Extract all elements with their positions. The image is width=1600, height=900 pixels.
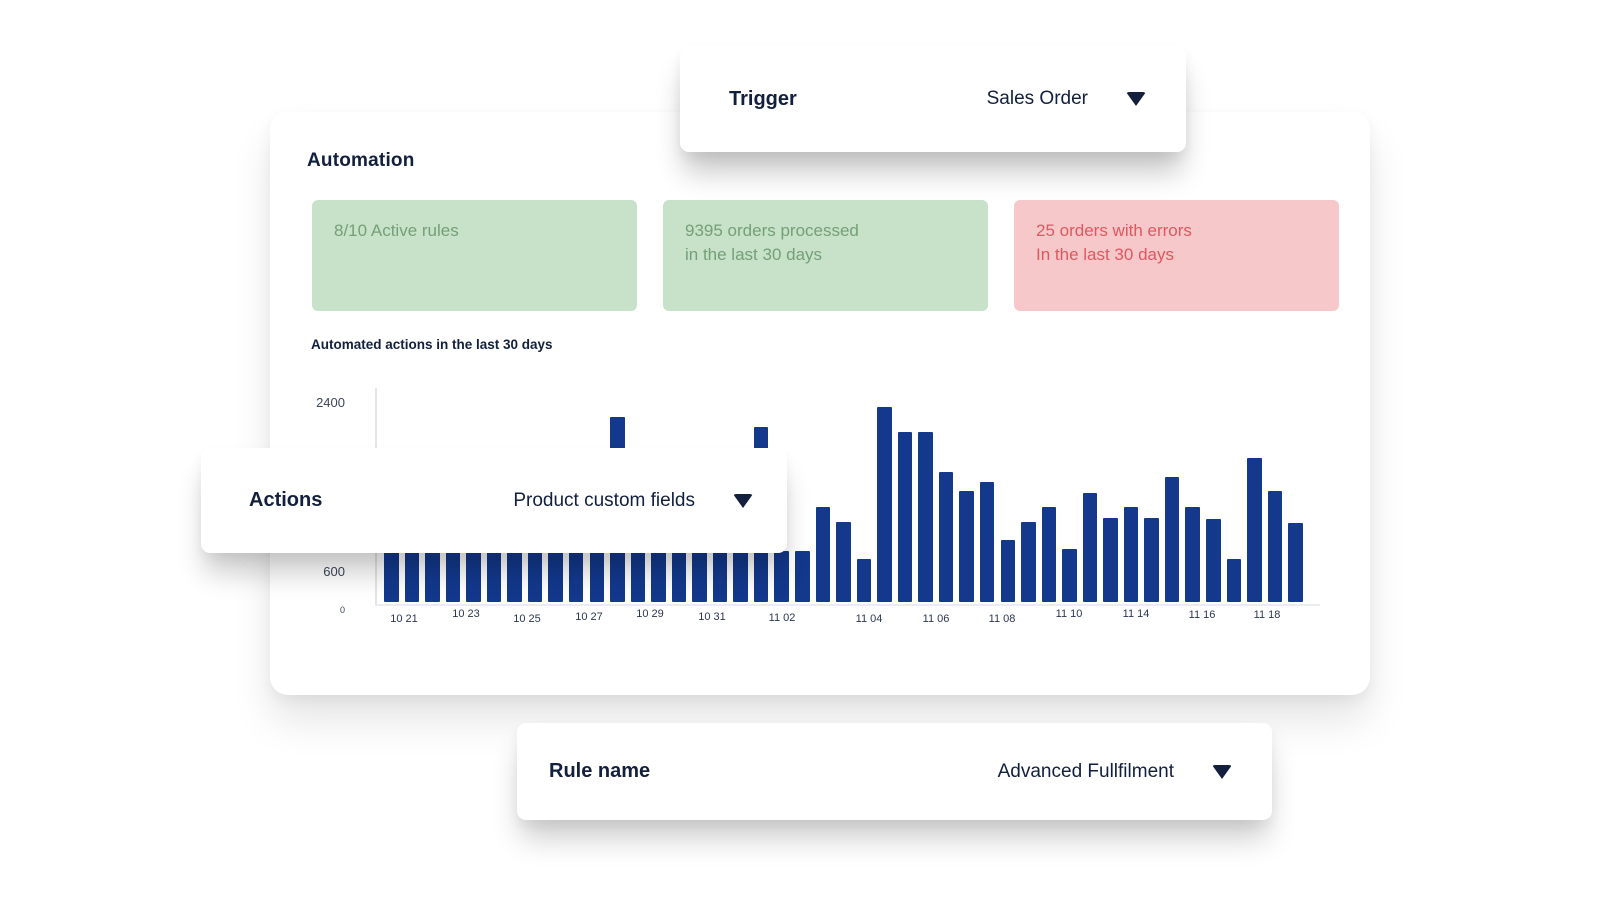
bar-day-31 (1000, 539, 1015, 602)
actions-card: Actions Product custom fields (201, 448, 787, 553)
stat-line1: 8/10 Active rules (334, 221, 459, 240)
bar-day-26 (897, 432, 913, 602)
bar-day-29 (959, 490, 974, 602)
actions-label: Actions (249, 489, 323, 511)
bar-day-21 (795, 550, 810, 602)
bar-day-44 (1267, 490, 1283, 602)
x-tick-label-10-29: 10 29 (636, 608, 664, 620)
bar-day-32 (1021, 522, 1036, 602)
stat-line2: In the last 30 days (1036, 245, 1174, 265)
stat-box-2: 9395 orders processed in the last 30 days (663, 200, 988, 311)
x-tick-label-10-23: 10 23 (452, 608, 480, 620)
trigger-card: Trigger Sales Order (680, 46, 1186, 152)
rule-name-value[interactable]: Advanced Fullfilment (997, 760, 1174, 782)
automation-title: Automation (307, 150, 415, 171)
y-tick-label-0: 0 (339, 604, 345, 615)
bar-day-18 (733, 550, 748, 602)
stats-row: 8/10 Active rules 9395 orders processed in… (312, 200, 1339, 311)
chevron-down-icon[interactable] (733, 493, 753, 508)
x-tick-label-11-18: 11 18 (1253, 609, 1281, 621)
bar-day-23 (836, 522, 851, 602)
automated-actions-bar-chart: 2400 600 0 10 21 10 23 10 25 10 27 10 29 10 31 11… (316, 388, 1320, 625)
bar-day-39 (1164, 476, 1180, 602)
bar-day-42 (1226, 558, 1242, 602)
bar-day-38 (1144, 518, 1159, 602)
x-tick-label-11-02: 11 02 (768, 612, 796, 624)
stat-line1: 25 orders with errors (1036, 221, 1192, 240)
rule-name-label: Rule name (549, 760, 651, 782)
bar-day-28 (938, 471, 954, 602)
bar-day-3 (425, 550, 440, 602)
trigger-value[interactable]: Sales Order (986, 88, 1088, 109)
rule-name-card: Rule name Advanced Fullfilment (517, 723, 1272, 820)
x-tick-label-11-08: 11 08 (988, 613, 1016, 625)
stat-box-3: 25 orders with errors In the last 30 days (1014, 200, 1339, 311)
bar-day-15 (671, 550, 687, 602)
bar-day-43 (1247, 457, 1262, 602)
bar-day-40 (1185, 507, 1200, 602)
y-tick-label-600: 600 (323, 563, 345, 579)
x-tick-label-10-21: 10 21 (390, 613, 418, 625)
bar-day-37 (1123, 507, 1139, 602)
bar-day-30 (979, 481, 995, 602)
x-tick-label-10-27: 10 27 (575, 611, 603, 623)
bar-day-13 (630, 550, 646, 602)
bar-day-9 (548, 550, 563, 602)
bar-day-10 (568, 550, 584, 602)
stat-line1: 9395 orders processed (685, 221, 859, 240)
bar-day-8 (527, 550, 543, 602)
bar-day-7 (507, 550, 522, 602)
x-tick-label-11-16: 11 16 (1188, 609, 1216, 621)
x-tick-label-10-31: 10 31 (698, 611, 726, 623)
bar-day-41 (1206, 519, 1221, 602)
rule-name-dropdown[interactable]: Advanced Fullfilment (998, 761, 1232, 783)
automation-card: Automation 8/10 Active rules 9395 orders … (270, 112, 1370, 695)
trigger-dropdown[interactable]: Sales Order (987, 88, 1146, 110)
x-tick-label-10-25: 10 25 (513, 613, 541, 625)
bar-day-27 (918, 432, 933, 602)
stat-line2: in the last 30 days (685, 245, 823, 265)
trigger-label: Trigger (729, 87, 797, 110)
bar-day-20 (774, 550, 789, 602)
x-axis-line (375, 604, 1320, 606)
bar-day-36 (1103, 518, 1118, 602)
bar-day-35 (1082, 493, 1098, 602)
bar-day-5 (466, 550, 481, 602)
bar-day-45 (1288, 523, 1303, 602)
x-tick-label-11-10: 11 10 (1055, 608, 1083, 620)
bar-day-17 (712, 550, 728, 602)
chevron-down-icon[interactable] (1212, 764, 1232, 779)
bar-day-2 (404, 550, 420, 602)
stat-box-1: 8/10 Active rules (312, 200, 637, 311)
bar-day-25 (877, 407, 892, 602)
bar-day-14 (651, 550, 666, 602)
chart-title: Automated actions in the last 30 days (311, 337, 553, 352)
bar-day-6 (486, 550, 502, 602)
x-tick-label-11-04: 11 04 (855, 613, 883, 625)
y-tick-label-2400: 2400 (316, 394, 345, 410)
bar-day-16 (692, 550, 707, 602)
bar-day-4 (445, 550, 461, 602)
x-tick-label-11-06: 11 06 (922, 613, 950, 625)
bar-day-11 (589, 550, 604, 602)
actions-value[interactable]: Product custom fields (513, 489, 695, 511)
bar-day-1 (384, 550, 399, 602)
bar-day-33 (1041, 507, 1057, 602)
bar-day-34 (1062, 548, 1077, 602)
x-tick-label-11-14: 11 14 (1122, 608, 1150, 620)
bar-day-22 (815, 507, 831, 602)
actions-dropdown[interactable]: Product custom fields (513, 490, 753, 512)
bar-day-24 (856, 558, 872, 602)
chevron-down-icon[interactable] (1126, 92, 1146, 106)
